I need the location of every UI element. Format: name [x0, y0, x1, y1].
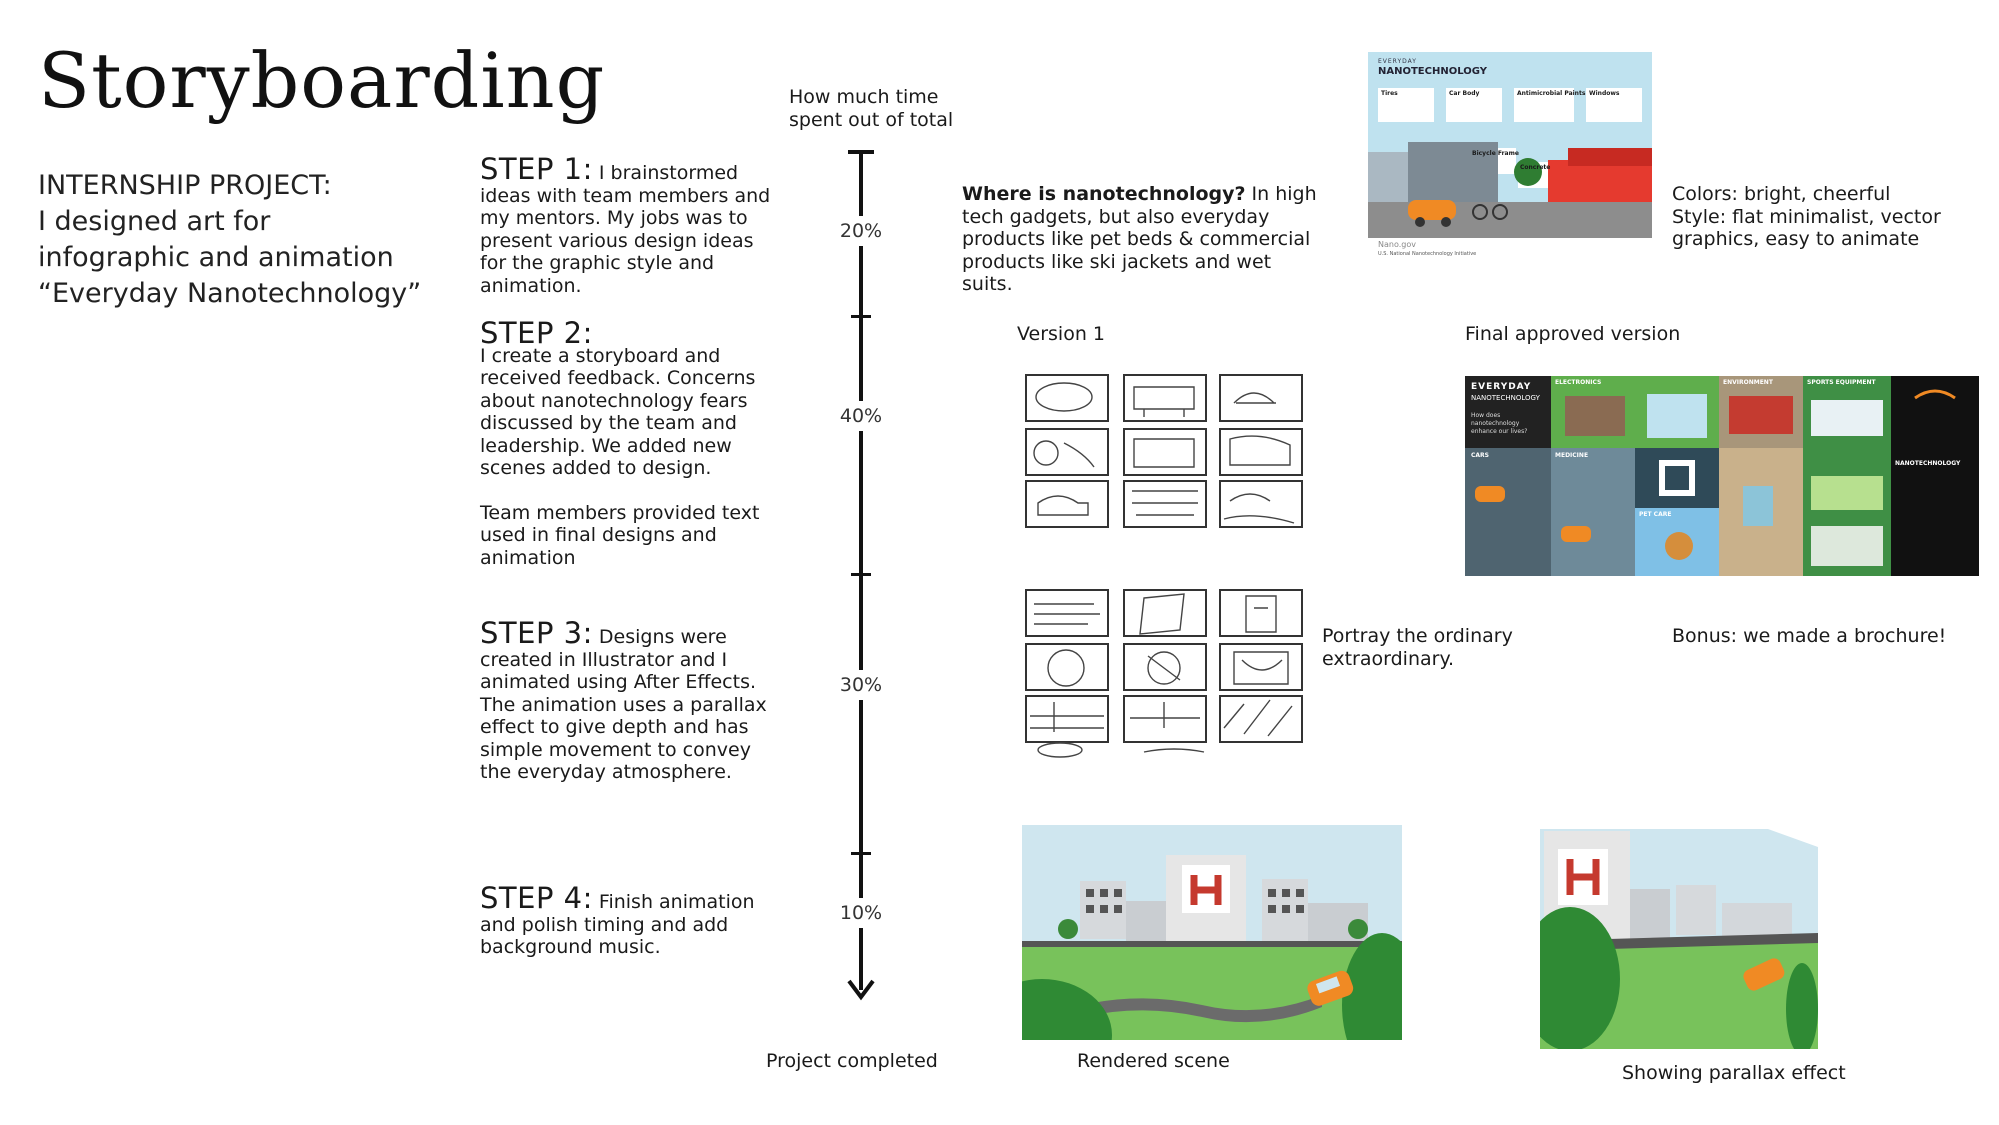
poster-kicker: EVERYDAY: [1378, 58, 1417, 65]
poster-footer-sub: U.S. National Nanotechnology Initiative: [1378, 251, 1477, 257]
poster-label: Bicycle Frame: [1472, 150, 1519, 157]
infographic-poster: EVERYDAY NANOTECHNOLOGY Tires Car Body A…: [1368, 52, 1652, 264]
caption-final: Final approved version: [1465, 323, 1681, 345]
step-2: STEP 2: I create a storyboard and receiv…: [480, 316, 780, 569]
sketch-grid: [1025, 374, 1303, 528]
brochure-cover-question: How does nanotechnology enhance our live…: [1471, 412, 1528, 435]
brochure-panel-label: ELECTRONICS: [1555, 379, 1602, 386]
parallax-scene-illustration: [1520, 829, 1818, 1055]
project-line: “Everyday Nanotechnology”: [38, 278, 422, 309]
timeline-tick: [851, 315, 871, 318]
caption-version1: Version 1: [1017, 323, 1105, 345]
timeline-axis: [859, 152, 863, 990]
poster-label: Concrete: [1520, 164, 1551, 171]
step-heading: STEP 1:: [480, 152, 593, 186]
brochure-illustration: [1465, 376, 1979, 576]
project-heading: INTERNSHIP PROJECT:: [38, 170, 332, 201]
project-description: INTERNSHIP PROJECT: I designed art for i…: [38, 168, 458, 312]
step-text: Team members provided text used in final…: [480, 501, 760, 569]
timeline-footer: Project completed: [766, 1050, 938, 1072]
style-note: Colors: bright, cheerful Style: flat min…: [1672, 183, 1992, 251]
nano-question: Where is nanotechnology? In high tech ga…: [962, 183, 1322, 296]
caption-portray-line: Portray the ordinary: [1322, 625, 1513, 647]
brochure-panel-label: ENVIRONMENT: [1723, 379, 1773, 386]
timeline-tick: [851, 852, 871, 855]
poster-title: NANOTECHNOLOGY: [1378, 66, 1487, 77]
timeline-header-line: How much time: [789, 86, 939, 108]
caption-portray-line: extraordinary.: [1322, 647, 1455, 670]
poster-label: Windows: [1589, 90, 1620, 97]
caption-parallax: Showing parallax effect: [1622, 1062, 1846, 1084]
step-heading: STEP 4:: [480, 881, 593, 915]
nano-answer: In high tech gadgets, but also everyday …: [962, 183, 1317, 295]
storyboard-version1: [1024, 373, 1304, 529]
storyboard-version2: [1024, 588, 1304, 760]
brochure-panel-label: SPORTS EQUIPMENT: [1807, 379, 1876, 386]
step-heading: STEP 2:: [480, 316, 593, 350]
poster-footer: Nano.gov: [1378, 240, 1416, 249]
timeline-percent: 30%: [826, 670, 896, 700]
step-text: Designs were created in Illustrator and …: [480, 626, 767, 783]
step-3: STEP 3: Designs were created in Illustra…: [480, 619, 780, 784]
final-brochure: EVERYDAY NANOTECHNOLOGY How does nanotec…: [1465, 376, 1979, 576]
timeline-header: How much time spent out of total: [789, 86, 979, 131]
page-title: Storyboarding: [38, 36, 606, 125]
brochure-cover-kicker: EVERYDAY: [1471, 382, 1532, 392]
poster-label: Car Body: [1449, 90, 1480, 97]
poster-label: Tires: [1381, 90, 1398, 97]
timeline-percent: 10%: [826, 898, 896, 928]
style-note-line: Style: flat minimalist, vector: [1672, 205, 1941, 228]
step-1: STEP 1: I brainstormed ideas with team m…: [480, 155, 780, 297]
brochure-cover-title: NANOTECHNOLOGY: [1471, 394, 1540, 402]
caption-rendered: Rendered scene: [1077, 1050, 1230, 1072]
style-note-line: Colors: bright, cheerful: [1672, 183, 1891, 205]
brochure-panel-label: MEDICINE: [1555, 452, 1589, 459]
style-note-line: graphics, easy to animate: [1672, 228, 1920, 250]
poster-illustration: [1368, 52, 1652, 264]
timeline-header-line: spent out of total: [789, 108, 954, 131]
step-heading: STEP 3:: [480, 616, 593, 650]
timeline-percent: 20%: [826, 216, 896, 246]
rendered-scene: [1022, 825, 1402, 1040]
sketch-grid: [1025, 589, 1303, 758]
step-text: I create a storyboard and received feedb…: [480, 344, 756, 480]
project-line: I designed art for: [38, 206, 271, 237]
brochure-panel-label: NANOTECHNOLOGY: [1895, 460, 1961, 467]
nano-question-bold: Where is nanotechnology?: [962, 183, 1246, 205]
project-line: infographic and animation: [38, 242, 394, 273]
brochure-panel-label: CARS: [1471, 452, 1489, 459]
rendered-scene-illustration: [1022, 825, 1402, 1040]
timeline-arrow-icon: [847, 979, 875, 1001]
caption-bonus: Bonus: we made a brochure!: [1672, 625, 1947, 647]
step-text: I brainstormed ideas with team members a…: [480, 162, 771, 297]
timeline-tick: [851, 573, 871, 576]
step-4: STEP 4: Finish animation and polish timi…: [480, 884, 780, 959]
caption-portray: Portray the ordinary extraordinary.: [1322, 625, 1582, 670]
poster-label: Antimicrobial Paints: [1517, 90, 1586, 97]
timeline-percent: 40%: [826, 401, 896, 431]
step-text: Finish animation and polish timing and a…: [480, 891, 755, 958]
brochure-panel-label: PET CARE: [1639, 511, 1672, 518]
parallax-scene: [1520, 829, 1818, 1055]
